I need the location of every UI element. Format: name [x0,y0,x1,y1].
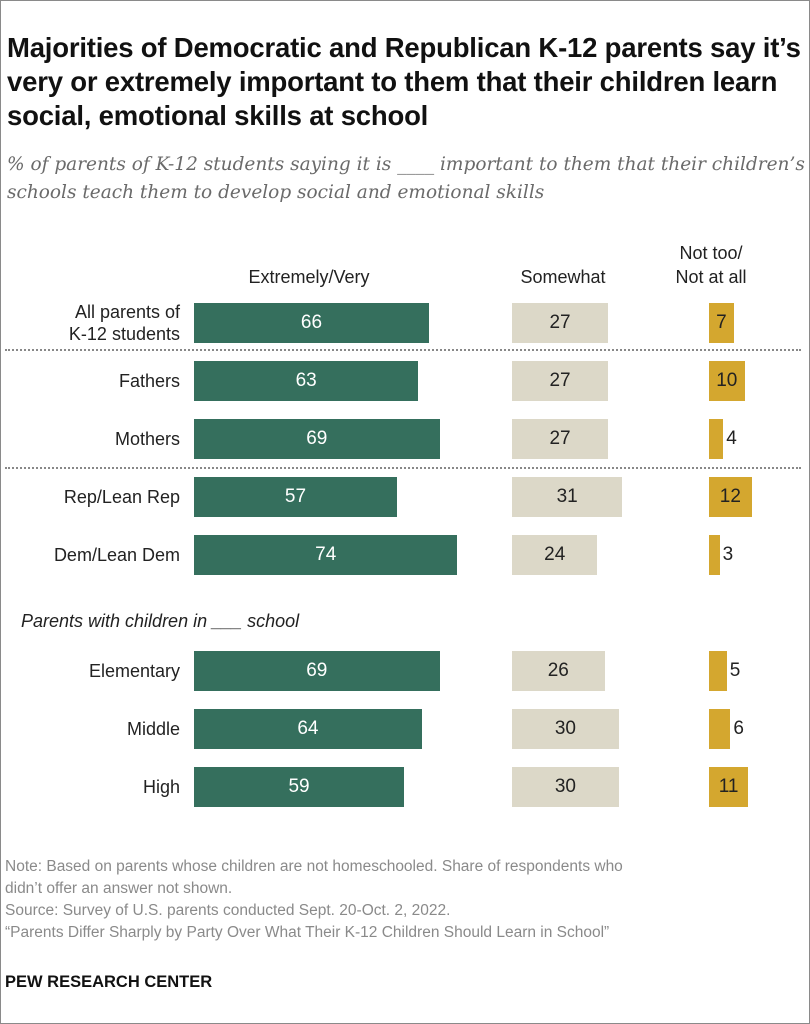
chart-subtitle: % of parents of K-12 students saying it … [7,154,805,203]
data-label-somewhat: 27 [549,312,571,333]
bar-extremely-very [194,709,422,749]
bar-somewhat [512,303,609,343]
data-label-somewhat: 27 [549,428,571,449]
data-label-not-too: 7 [716,312,727,333]
data-label-somewhat: 27 [549,370,571,391]
bar-somewhat [512,535,598,575]
data-label-somewhat: 30 [554,776,576,797]
data-label-not-too: 3 [722,544,734,565]
column-header-not-too: Not too/ Not at all [675,243,747,287]
bar-somewhat [512,709,619,749]
bar-not-too [709,303,734,343]
bar-extremely-very [194,767,405,807]
data-label-not-too: 6 [733,718,744,739]
bar-not-too [709,535,720,575]
data-label-extremely-very: 64 [297,718,319,739]
bar-not-too [709,477,752,517]
bar-somewhat [512,361,609,401]
data-label-extremely-very: 59 [288,776,310,797]
row-label: Mothers [114,429,180,449]
bar-extremely-very [194,477,397,517]
data-label-not-too: 12 [719,486,741,507]
data-label-not-too: 5 [729,660,741,681]
bar-extremely-very [194,419,440,459]
data-label-not-too: 11 [718,776,739,797]
data-label-extremely-very: 69 [306,428,328,449]
data-label-somewhat: 26 [547,660,569,681]
row-label: Elementary [88,661,180,681]
source-line: Source: Survey of U.S. parents conducted… [5,902,451,919]
note-line: Note: Based on parents whose children ar… [5,858,623,875]
row-label: Dem/Lean Dem [53,545,180,565]
pew-logo-text: PEW RESEARCH CENTER [5,973,213,991]
chart-title: Majorities of Democratic and Republican … [7,32,801,131]
bar-not-too [709,767,749,807]
bar-somewhat [512,767,619,807]
row-label: Fathers [118,371,180,391]
column-header-extremely-very: Extremely/Very [248,267,370,287]
bar-extremely-very [194,651,440,691]
bar-not-too [709,651,727,691]
bar-not-too [709,419,724,459]
report-title: “Parents Differ Sharply by Party Over Wh… [5,924,610,941]
row-label: All parents of K-12 students [68,302,180,344]
row-label: High [142,777,180,797]
data-label-somewhat: 24 [544,544,566,565]
row-label: Rep/Lean Rep [63,487,180,507]
data-label-extremely-very: 69 [306,660,328,681]
data-label-not-too: 4 [726,428,737,449]
data-label-not-too: 10 [716,370,738,391]
bar-somewhat [512,651,605,691]
note-line: didn’t offer an answer not shown. [5,880,233,897]
bar-extremely-very [194,361,419,401]
bar-somewhat [512,477,623,517]
section-label: Parents with children in ___ school [21,611,300,631]
data-label-somewhat: 30 [554,718,576,739]
data-label-somewhat: 31 [556,486,578,507]
divider [5,467,801,469]
data-label-extremely-very: 63 [295,370,317,391]
column-header-somewhat: Somewhat [520,267,606,287]
data-label-extremely-very: 57 [284,486,307,507]
divider [5,349,801,351]
bar-somewhat [512,419,609,459]
bar-extremely-very [194,303,429,343]
bar-not-too [709,709,731,749]
notes: Note: Based on parents whose children ar… [5,856,623,944]
data-label-extremely-very: 74 [315,544,337,565]
data-label-extremely-very: 66 [300,312,323,333]
row-label: Middle [126,719,180,739]
bar-not-too [709,361,745,401]
bar-extremely-very [194,535,458,575]
